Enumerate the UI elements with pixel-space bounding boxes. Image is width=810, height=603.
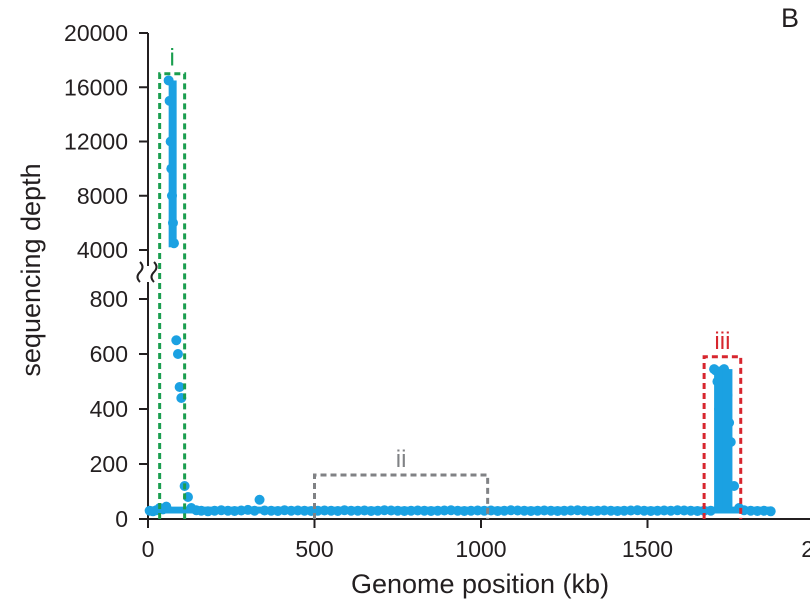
y-axis-title: sequencing depth xyxy=(16,163,46,376)
x-axis-title: Genome position (kb) xyxy=(351,569,609,599)
y-tick-label: 0 xyxy=(115,506,128,532)
data-point xyxy=(171,335,182,346)
data-point xyxy=(174,382,185,392)
x-tick-label: 0 xyxy=(142,536,155,562)
region-ii-box xyxy=(313,473,490,519)
region-iii-depth-stack xyxy=(722,369,733,508)
x-tick-label: 1000 xyxy=(455,536,506,562)
region-ii-label: ii xyxy=(396,446,407,473)
y-tick-label: 4000 xyxy=(77,237,128,263)
y-tick-label: 16000 xyxy=(64,74,128,100)
region-i-label: i xyxy=(169,45,174,72)
baseline-depth-band xyxy=(148,506,771,514)
x-tick-label: 1500 xyxy=(622,536,673,562)
region-iii-label: iii xyxy=(714,328,730,355)
data-points xyxy=(144,75,776,517)
y-tick-label: 12000 xyxy=(64,129,128,155)
y-tick-label: 8000 xyxy=(77,183,128,209)
y-tick-label: 200 xyxy=(90,451,128,477)
panel-letter: B xyxy=(781,3,799,33)
axis-break-mark xyxy=(136,261,158,283)
y-tick-label: 800 xyxy=(90,286,128,312)
region-i-box xyxy=(158,72,187,519)
data-point xyxy=(254,494,265,505)
x-axis-ticks: 0 500 1000 1500 20 xyxy=(142,519,810,562)
y-axis-ticks: 0 200 400 600 800 4000 8000 12000 16000 20000 xyxy=(64,20,148,532)
x-tick-label: 500 xyxy=(295,536,333,562)
x-tick-label: 20 xyxy=(801,536,810,562)
data-point xyxy=(172,349,183,359)
region-i-depth-stack xyxy=(168,80,177,248)
y-tick-label: 20000 xyxy=(64,20,128,46)
region-iii-depth-stack xyxy=(714,369,725,508)
y-tick-label: 400 xyxy=(90,396,128,422)
region-iii-box xyxy=(702,355,743,519)
y-tick-label: 600 xyxy=(90,341,128,367)
